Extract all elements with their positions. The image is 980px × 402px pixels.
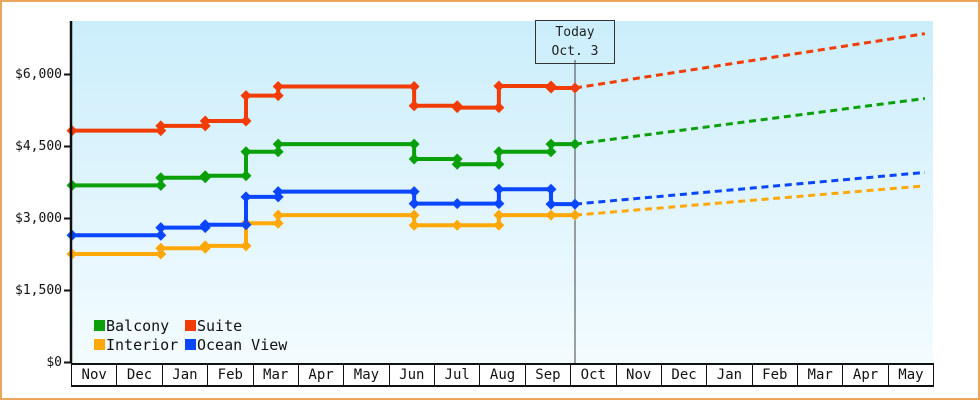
x-axis-month: Jul bbox=[435, 365, 481, 385]
legend-swatch-icon bbox=[94, 320, 105, 331]
legend-swatch-icon bbox=[94, 339, 105, 350]
x-axis-month: Jun bbox=[390, 365, 435, 385]
x-axis-month: Feb bbox=[208, 365, 254, 385]
legend-item-ocean-view: Ocean View bbox=[185, 336, 287, 354]
x-axis-month: Oct bbox=[571, 365, 617, 385]
legend-item-interior: Interior bbox=[94, 336, 185, 354]
legend-row: Balcony Suite bbox=[94, 316, 287, 335]
x-axis-month: Aug bbox=[480, 365, 526, 385]
x-axis-month: Mar bbox=[798, 365, 844, 385]
x-axis-month-row: Nov Dec Jan Feb Mar Apr May Jun Jul Aug Sep Oct Nov D… bbox=[71, 363, 935, 387]
x-axis-month: Apr bbox=[299, 365, 345, 385]
y-axis-label: $4,500 bbox=[15, 138, 62, 154]
y-axis-label: $0 bbox=[46, 354, 62, 370]
x-axis-month: May bbox=[344, 365, 390, 385]
x-axis-month: Feb bbox=[753, 365, 798, 385]
x-axis-month: Nov bbox=[617, 365, 662, 385]
x-axis-month: Sep bbox=[526, 365, 572, 385]
legend-item-suite: Suite bbox=[185, 317, 242, 335]
x-axis-month: Mar bbox=[254, 365, 299, 385]
y-axis-label: $1,500 bbox=[15, 282, 62, 298]
legend-label: Suite bbox=[197, 316, 243, 335]
today-label: Today bbox=[555, 25, 595, 40]
x-axis-month: Jan bbox=[707, 365, 753, 385]
y-axis-label: $6,000 bbox=[15, 66, 62, 82]
plot-area bbox=[72, 21, 933, 363]
x-axis-month: Apr bbox=[843, 365, 889, 385]
legend-label: Ocean View bbox=[197, 335, 288, 354]
legend-swatch-icon bbox=[185, 339, 196, 350]
today-marker-box: Today Oct. 3 bbox=[535, 20, 615, 64]
x-axis-month: Dec bbox=[662, 365, 708, 385]
x-axis-month: Dec bbox=[117, 365, 163, 385]
x-axis-month: Jan bbox=[163, 365, 209, 385]
x-axis-month: Nov bbox=[72, 365, 118, 385]
x-axis-month: May bbox=[889, 365, 935, 385]
y-axis-label: $3,000 bbox=[15, 210, 62, 226]
legend-item-balcony: Balcony bbox=[94, 317, 185, 335]
legend-row: Interior Ocean View bbox=[94, 335, 287, 354]
chart-legend: Balcony Suite Interior Ocean View bbox=[94, 316, 287, 354]
legend-label: Balcony bbox=[106, 316, 170, 335]
legend-label: Interior bbox=[106, 335, 179, 354]
legend-swatch-icon bbox=[185, 320, 196, 331]
today-date: Oct. 3 bbox=[551, 44, 599, 59]
